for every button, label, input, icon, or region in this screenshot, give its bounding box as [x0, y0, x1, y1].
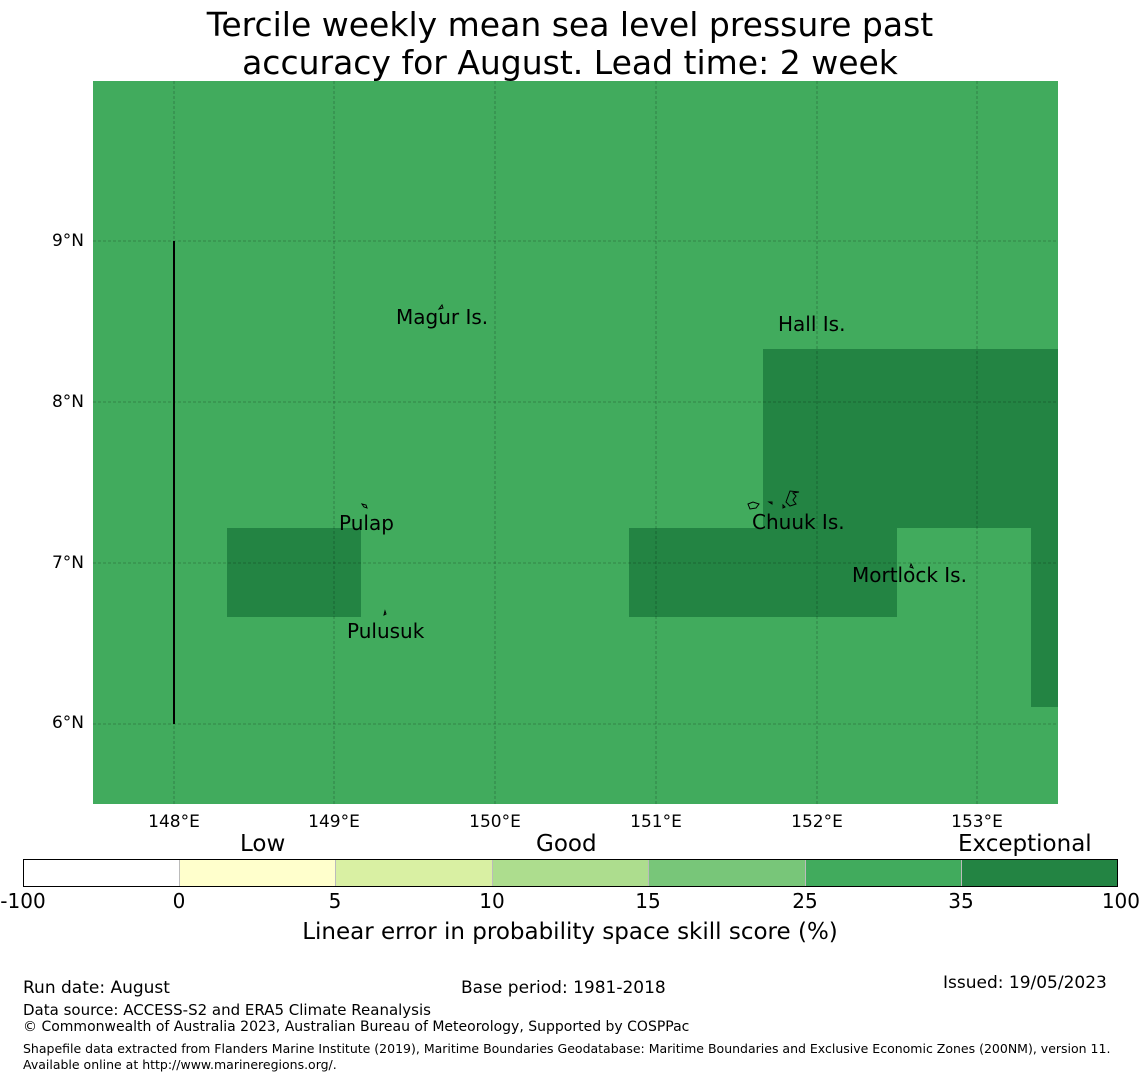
colorbar-bin-4: [492, 859, 649, 887]
place-label-pulusuk: Pulusuk: [347, 619, 425, 643]
colorbar-bin-6: [805, 859, 962, 887]
colorbar-bin-2: [179, 859, 336, 887]
island-chuuk-west: [747, 501, 760, 510]
island-chuuk-mid: [767, 501, 773, 505]
colorbar-bin-7: [961, 859, 1118, 887]
title-line-1: Tercile weekly mean sea level pressure p…: [206, 5, 934, 44]
lat-tick-6n: 6°N: [51, 713, 84, 733]
lon-tick-148e: 148°E: [148, 812, 200, 832]
gridlines: [93, 81, 1058, 804]
chart-title: Tercile weekly mean sea level pressure p…: [0, 6, 1140, 82]
colorbar-bin-1: [23, 859, 180, 887]
lat-tick-9n: 9°N: [51, 231, 84, 251]
shapefile-note: Shapefile data extracted from Flanders M…: [23, 1041, 1111, 1072]
lon-tick-152e: 152°E: [791, 812, 843, 832]
category-low: Low: [240, 831, 286, 857]
category-good: Good: [536, 831, 597, 857]
region-hall-chuuk: [763, 349, 1058, 528]
exceptional-regions: [227, 349, 1058, 707]
lat-tick-8n: 8°N: [51, 392, 84, 412]
lon-tick-150e: 150°E: [469, 812, 521, 832]
region-pulap: [227, 528, 361, 617]
data-source: Data source: ACCESS-S2 and ERA5 Climate …: [23, 1001, 431, 1019]
category-exceptional: Exceptional: [958, 831, 1092, 857]
region-east-edge: [1031, 528, 1058, 707]
place-label-hall: Hall Is.: [778, 312, 846, 336]
issued-date: Issued: 19/05/2023: [943, 973, 1107, 993]
colorbar-tick-5: 15: [635, 889, 661, 913]
title-line-2: accuracy for August. Lead time: 2 week: [242, 43, 898, 82]
colorbar-bin-3: [335, 859, 493, 887]
colorbar-tick-6: 25: [792, 889, 818, 913]
place-label-mortlock: Mortlock Is.: [852, 563, 967, 587]
place-label-chuuk: Chuuk Is.: [752, 510, 845, 534]
colorbar-title: Linear error in probability space skill …: [302, 919, 838, 945]
lon-tick-149e: 149°E: [308, 812, 360, 832]
islands: [360, 303, 914, 616]
lat-tick-7n: 7°N: [51, 553, 84, 573]
colorbar-bin-5: [648, 859, 806, 887]
colorbar-outline: [23, 859, 1118, 887]
colorbar-tick-4: 10: [479, 889, 505, 913]
island-magur: [437, 303, 444, 310]
colorbar: [23, 859, 1118, 887]
skill-map: [93, 81, 1058, 804]
island-pulusuk: [383, 609, 387, 616]
island-mortlock: [909, 562, 914, 569]
place-label-magur: Magur Is.: [396, 305, 489, 329]
copyright-note: © Commonwealth of Australia 2023, Austra…: [23, 1019, 690, 1035]
lon-tick-151e: 151°E: [630, 812, 682, 832]
island-chuuk: [785, 490, 800, 507]
colorbar-tick-3: 5: [328, 889, 342, 913]
island-pulap: [360, 503, 368, 509]
place-label-pulap: Pulap: [339, 511, 394, 535]
region-chuuk-south: [629, 528, 897, 617]
colorbar-tick-8: 100: [1101, 889, 1140, 913]
run-date: Run date: August: [23, 978, 170, 998]
colorbar-tick-7: 35: [948, 889, 974, 913]
island-chuuk-east: [782, 503, 786, 509]
base-period: Base period: 1981-2018: [461, 978, 666, 998]
colorbar-tick-1: -100: [0, 889, 46, 913]
colorbar-tick-2: 0: [172, 889, 186, 913]
lon-tick-153e: 153°E: [951, 812, 1003, 832]
